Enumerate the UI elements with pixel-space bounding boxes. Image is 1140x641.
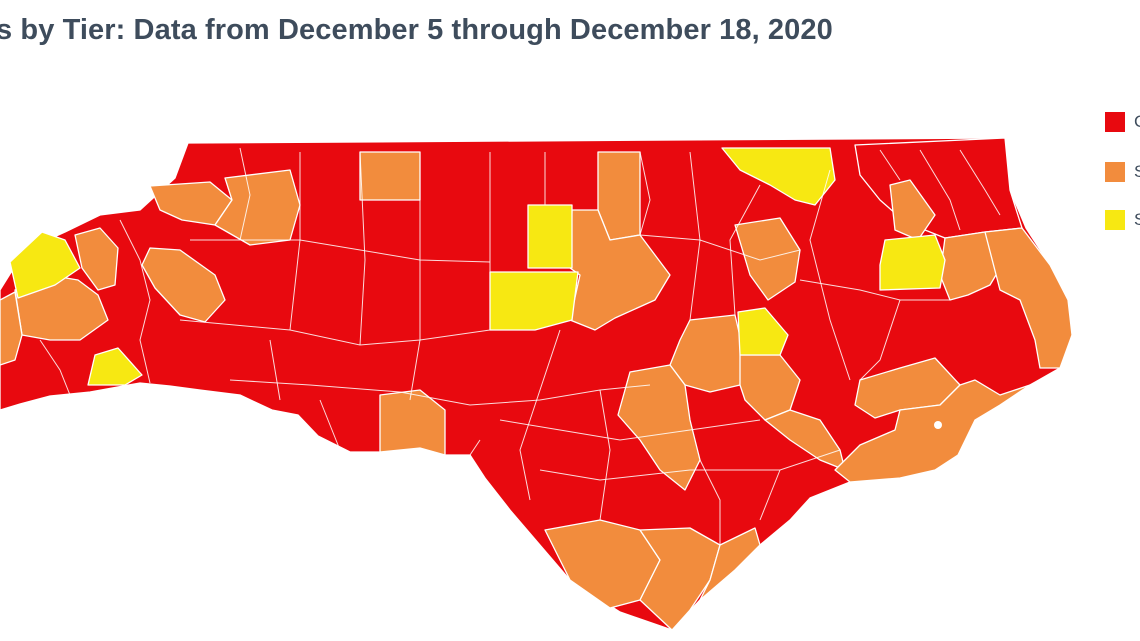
- county-orange-23: [699, 527, 761, 601]
- county-orange-7: [74, 227, 119, 291]
- county-orange-11: [889, 179, 936, 241]
- county-yellow-2: [527, 204, 573, 269]
- legend-item-red: C: [1105, 112, 1140, 134]
- county-orange-10: [734, 217, 801, 301]
- county-orange-22: [639, 527, 721, 631]
- county-orange-19: [834, 379, 1031, 483]
- county-orange-14: [669, 314, 743, 393]
- county-orange-1: [359, 151, 421, 201]
- legend-item-orange: S: [1105, 162, 1140, 184]
- county-orange-20: [379, 389, 446, 456]
- legend-swatch-red: [1105, 112, 1125, 132]
- map-title: s by Tier: Data from December 5 through …: [0, 14, 833, 46]
- county-orange-5: [214, 169, 301, 246]
- lake-spot: [934, 421, 942, 429]
- legend-swatch-orange: [1105, 162, 1125, 182]
- county-borders: [39, 147, 1001, 545]
- county-orange-13: [984, 227, 1073, 369]
- county-yellow-4: [879, 234, 946, 291]
- county-yellow-1: [721, 147, 836, 206]
- county-yellow-3: [489, 271, 579, 331]
- legend-item-yellow: S: [1105, 210, 1140, 232]
- legend-swatch-yellow: [1105, 210, 1125, 230]
- legend-label-red: C: [1134, 112, 1140, 132]
- legend-label-orange: S: [1134, 162, 1140, 181]
- county-yellow-5: [737, 307, 789, 356]
- county-orange-9: [0, 291, 23, 366]
- county-orange-16: [617, 364, 701, 491]
- county-yellow-7: [87, 347, 143, 386]
- legend-label-yellow: S: [1134, 210, 1140, 229]
- county-yellow-6: [9, 231, 81, 299]
